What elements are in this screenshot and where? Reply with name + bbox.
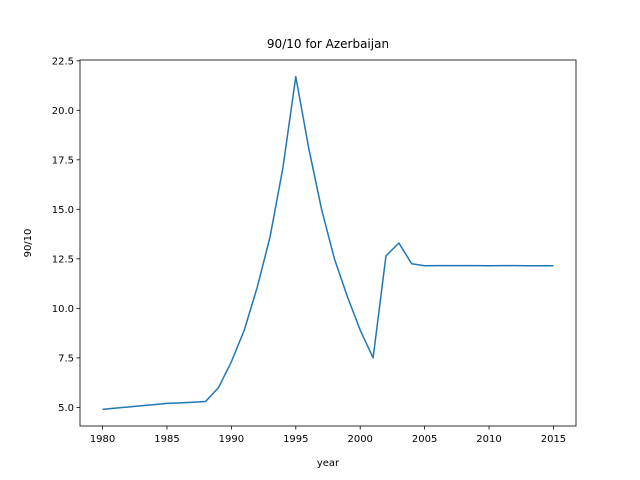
chart-title: 90/10 for Azerbaijan bbox=[267, 37, 389, 51]
y-tick-label: 20.0 bbox=[52, 106, 74, 117]
x-tick-label: 2015 bbox=[541, 434, 566, 445]
x-tick-label: 2000 bbox=[347, 434, 372, 445]
x-axis-label: year bbox=[317, 458, 340, 469]
x-tick-label: 2010 bbox=[476, 434, 501, 445]
x-tick-label: 1980 bbox=[90, 434, 115, 445]
y-tick-label: 7.5 bbox=[58, 353, 74, 364]
x-tick-label: 1985 bbox=[154, 434, 179, 445]
y-tick-label: 22.5 bbox=[52, 56, 74, 67]
x-tick-label: 1990 bbox=[219, 434, 244, 445]
y-axis-label: 90/10 bbox=[23, 229, 34, 258]
y-tick-label: 10.0 bbox=[52, 304, 74, 315]
x-tick-label: 1995 bbox=[283, 434, 308, 445]
x-tick-label: 2005 bbox=[412, 434, 437, 445]
y-tick-label: 12.5 bbox=[52, 254, 74, 265]
y-tick-label: 5.0 bbox=[58, 403, 74, 414]
y-tick-label: 15.0 bbox=[52, 205, 74, 216]
line-series bbox=[102, 75, 554, 411]
axes-frame bbox=[79, 59, 577, 427]
y-tick-label: 17.5 bbox=[52, 155, 74, 166]
